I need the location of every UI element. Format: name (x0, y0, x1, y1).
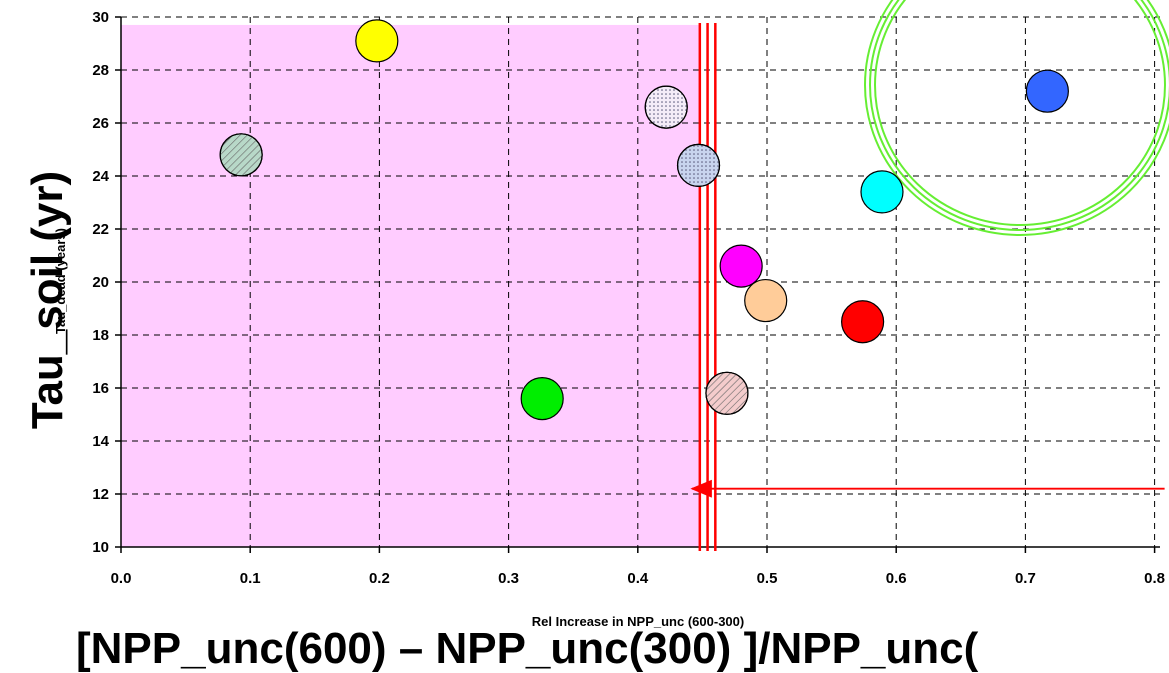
y-tick-label: 12 (92, 486, 109, 503)
data-point-pattern (705, 371, 749, 415)
y-tick-label: 30 (92, 9, 109, 26)
x-tick-label: 0.0 (111, 570, 132, 587)
y-tick-label: 16 (92, 380, 109, 397)
data-point (841, 300, 885, 344)
data-point-pattern (676, 143, 721, 187)
y-axis-overlay-label: Tau_soil (yr) (23, 171, 72, 429)
data-point (1025, 69, 1069, 113)
axes (115, 16, 1160, 553)
y-tick-label: 22 (92, 221, 109, 238)
data-point (520, 377, 564, 421)
y-axis-label: Tau_dead (years) (53, 228, 68, 334)
y-tick-label: 24 (92, 168, 109, 185)
highlight-ellipse (869, 0, 1169, 231)
data-point (719, 244, 763, 288)
data-point (355, 19, 399, 63)
highlight-ellipses (864, 0, 1169, 236)
x-tick-label: 0.8 (1144, 570, 1165, 587)
y-tick-label: 28 (92, 62, 109, 79)
y-tick-label: 20 (92, 274, 109, 291)
highlight-ellipse (864, 0, 1169, 236)
shaded-region (121, 24, 700, 547)
threshold-lines (698, 23, 717, 551)
x-tick-label: 0.5 (757, 570, 778, 587)
y-tick-label: 26 (92, 115, 109, 132)
x-tick-label: 0.7 (1015, 570, 1036, 587)
data-point (860, 170, 904, 214)
x-tick-label: 0.4 (627, 570, 649, 587)
data-points (219, 19, 1069, 421)
y-tick-label: 18 (92, 327, 109, 344)
x-tick-label: 0.2 (369, 570, 390, 587)
x-axis-overlay-label: [NPP_unc(600) – NPP_unc(300) ]/NPP_unc( (76, 624, 979, 673)
data-point (744, 278, 788, 323)
x-tick-label: 0.6 (886, 570, 907, 587)
data-point-pattern (644, 85, 688, 129)
y-tick-label: 14 (92, 433, 109, 450)
y-tick-label: 10 (92, 539, 109, 556)
x-tick-label: 0.1 (240, 570, 261, 587)
x-tick-label: 0.3 (498, 570, 519, 587)
y-tick-labels: 10 12 14 16 18 20 22 24 26 28 30 (92, 9, 109, 556)
x-axis-label: Rel Increase in NPP_unc (600-300) (532, 614, 744, 629)
x-tick-labels: 0.0 0.1 0.2 0.3 0.4 0.5 0.6 0.7 0.8 (111, 570, 1165, 587)
highlight-ellipse (874, 0, 1166, 226)
shaded-region-layer (121, 24, 700, 547)
data-point-pattern (219, 133, 263, 177)
